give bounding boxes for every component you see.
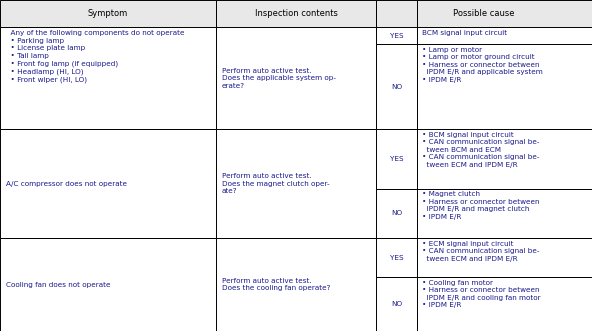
Bar — [216, 27, 376, 129]
Text: Perform auto active test.
Does the cooling fan operate?: Perform auto active test. Does the cooli… — [222, 278, 330, 291]
Text: • BCM signal input circuit
• CAN communication signal be-
  tween BCM and ECM
• : • BCM signal input circuit • CAN communi… — [422, 132, 539, 168]
Bar — [0, 129, 216, 238]
Bar — [216, 129, 376, 238]
Text: Possible cause: Possible cause — [453, 9, 514, 18]
Text: Inspection contents: Inspection contents — [255, 9, 337, 18]
Text: YES: YES — [390, 156, 404, 162]
Bar — [417, 0, 592, 27]
Bar — [0, 27, 216, 129]
Text: NO: NO — [391, 83, 402, 89]
Bar — [0, 238, 216, 331]
Bar — [376, 238, 417, 277]
Bar — [417, 129, 592, 189]
Bar — [216, 238, 376, 331]
Text: Cooling fan does not operate: Cooling fan does not operate — [6, 282, 111, 288]
Bar — [216, 0, 376, 27]
Text: A/C compressor does not operate: A/C compressor does not operate — [6, 181, 127, 187]
Text: • Magnet clutch
• Harness or connector between
  IPDM E/R and magnet clutch
• IP: • Magnet clutch • Harness or connector b… — [422, 191, 539, 220]
Text: NO: NO — [391, 211, 402, 216]
Bar — [376, 0, 417, 27]
Bar — [417, 44, 592, 129]
Text: Symptom: Symptom — [88, 9, 128, 18]
Bar — [376, 129, 417, 189]
Text: NO: NO — [391, 301, 402, 307]
Bar — [376, 189, 417, 238]
Bar — [376, 27, 417, 44]
Text: YES: YES — [390, 32, 404, 38]
Text: YES: YES — [390, 255, 404, 261]
Text: Perform auto active test.
Does the magnet clutch oper-
ate?: Perform auto active test. Does the magne… — [222, 173, 330, 194]
Bar — [417, 27, 592, 44]
Bar — [0, 0, 216, 27]
Bar — [417, 189, 592, 238]
Text: Perform auto active test.
Does the applicable system op-
erate?: Perform auto active test. Does the appli… — [222, 68, 336, 89]
Text: Any of the following components do not operate
  • Parking lamp
  • License plat: Any of the following components do not o… — [6, 30, 185, 83]
Text: BCM signal input circuit: BCM signal input circuit — [422, 30, 507, 36]
Text: • Cooling fan motor
• Harness or connector between
  IPDM E/R and cooling fan mo: • Cooling fan motor • Harness or connect… — [422, 280, 540, 308]
Bar — [417, 238, 592, 277]
Bar — [376, 277, 417, 331]
Bar — [417, 277, 592, 331]
Bar — [376, 44, 417, 129]
Text: • Lamp or motor
• Lamp or motor ground circuit
• Harness or connector between
  : • Lamp or motor • Lamp or motor ground c… — [422, 47, 543, 83]
Text: • ECM signal input circuit
• CAN communication signal be-
  tween ECM and IPDM E: • ECM signal input circuit • CAN communi… — [422, 241, 539, 262]
